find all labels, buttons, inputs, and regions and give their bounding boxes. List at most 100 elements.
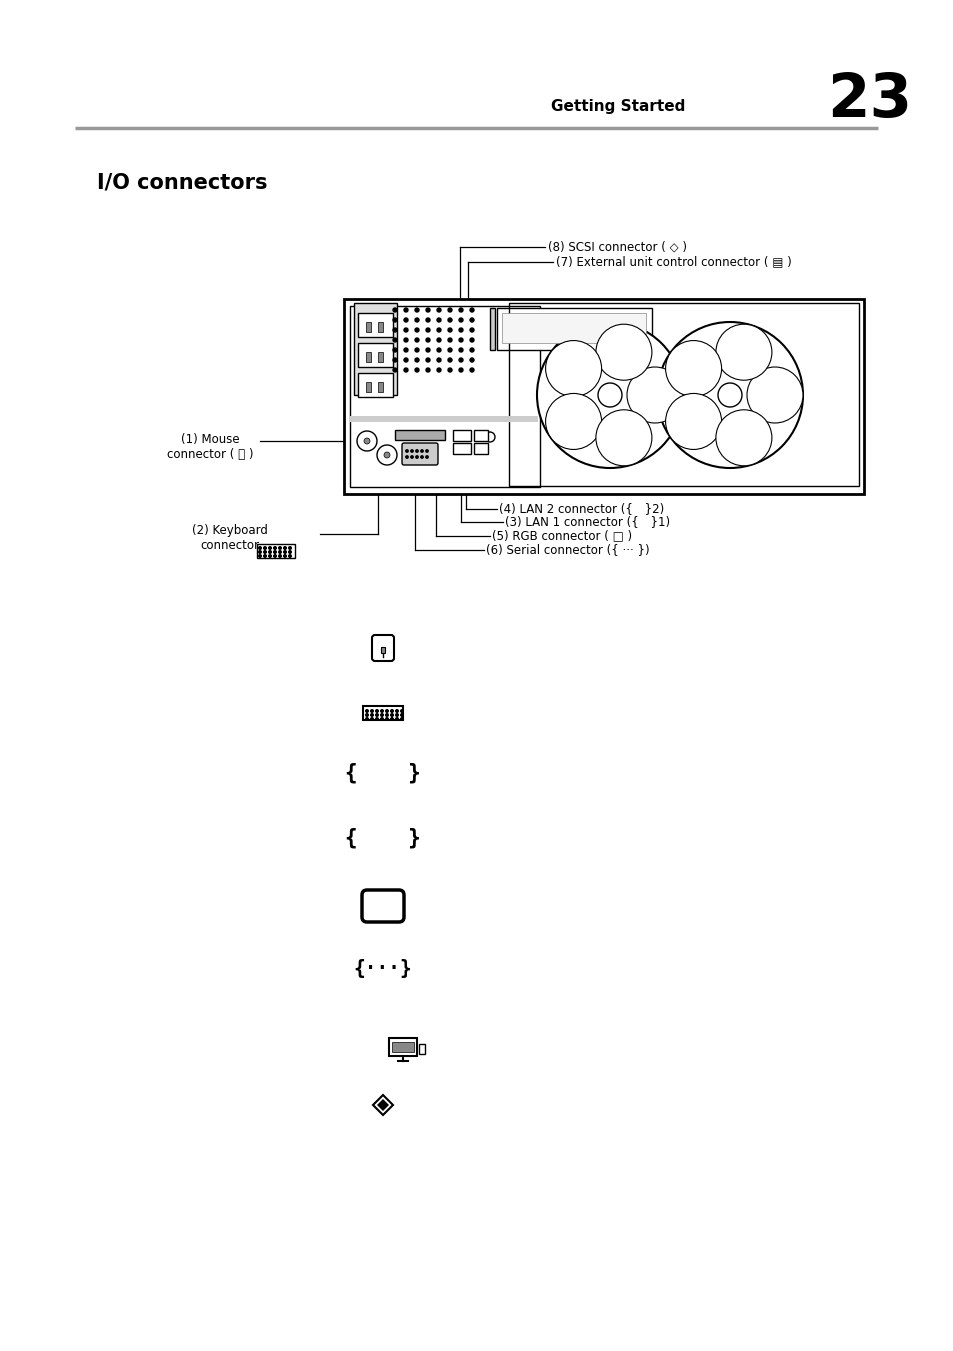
Circle shape <box>365 713 368 716</box>
Circle shape <box>385 709 388 712</box>
Bar <box>350 416 537 422</box>
Circle shape <box>415 338 418 342</box>
Circle shape <box>411 455 413 458</box>
Bar <box>392 1042 414 1052</box>
Circle shape <box>426 358 430 362</box>
Circle shape <box>263 555 266 558</box>
Circle shape <box>415 358 418 362</box>
Text: (7) External unit control connector ( ▤ ): (7) External unit control connector ( ▤ … <box>556 255 791 269</box>
Circle shape <box>448 317 452 322</box>
Polygon shape <box>376 1098 389 1111</box>
Text: (5) RGB connector ( □ ): (5) RGB connector ( □ ) <box>492 530 632 543</box>
Circle shape <box>415 317 418 322</box>
Circle shape <box>289 551 291 554</box>
Circle shape <box>545 340 601 397</box>
Circle shape <box>391 713 393 716</box>
Bar <box>490 308 495 350</box>
Circle shape <box>269 547 271 550</box>
Circle shape <box>365 717 368 720</box>
Text: (6) Serial connector ({ ··· }): (6) Serial connector ({ ··· }) <box>485 543 649 557</box>
Circle shape <box>458 308 462 312</box>
Circle shape <box>403 308 408 312</box>
Circle shape <box>371 717 373 720</box>
Circle shape <box>470 367 474 372</box>
Circle shape <box>393 338 396 342</box>
Circle shape <box>380 713 383 716</box>
Circle shape <box>403 317 408 322</box>
Circle shape <box>403 328 408 332</box>
Circle shape <box>448 308 452 312</box>
Text: (1) Mouse
connector ( Ⓜ ): (1) Mouse connector ( Ⓜ ) <box>167 434 253 461</box>
Circle shape <box>448 349 452 353</box>
Circle shape <box>448 338 452 342</box>
Circle shape <box>470 338 474 342</box>
Circle shape <box>403 358 408 362</box>
Circle shape <box>263 547 266 550</box>
Bar <box>474 443 488 454</box>
Circle shape <box>436 317 440 322</box>
Circle shape <box>470 328 474 332</box>
Bar <box>380 647 385 653</box>
Circle shape <box>274 551 276 554</box>
Circle shape <box>289 547 291 550</box>
Text: (8) SCSI connector ( ◇ ): (8) SCSI connector ( ◇ ) <box>547 240 686 254</box>
Circle shape <box>393 367 396 372</box>
Circle shape <box>274 555 276 558</box>
Circle shape <box>283 551 286 554</box>
Circle shape <box>436 349 440 353</box>
Circle shape <box>715 324 771 380</box>
Circle shape <box>537 322 682 467</box>
Circle shape <box>426 338 430 342</box>
Bar <box>389 1038 416 1056</box>
Circle shape <box>375 709 378 712</box>
Text: {···}: {···} <box>354 958 412 978</box>
Circle shape <box>596 409 651 466</box>
Circle shape <box>278 547 281 550</box>
Circle shape <box>470 358 474 362</box>
Bar <box>256 544 294 558</box>
Circle shape <box>411 450 413 453</box>
Text: (4) LAN 2 connector ({ }2): (4) LAN 2 connector ({ }2) <box>498 503 663 516</box>
Circle shape <box>258 555 261 558</box>
Circle shape <box>375 717 378 720</box>
Circle shape <box>448 358 452 362</box>
Circle shape <box>448 328 452 332</box>
Circle shape <box>403 338 408 342</box>
Bar <box>366 322 371 332</box>
Bar <box>395 430 444 440</box>
Circle shape <box>665 393 720 450</box>
Circle shape <box>436 328 440 332</box>
FancyBboxPatch shape <box>372 635 394 661</box>
Circle shape <box>448 367 452 372</box>
Circle shape <box>426 308 430 312</box>
Polygon shape <box>373 1096 393 1115</box>
Circle shape <box>470 308 474 312</box>
Circle shape <box>657 322 802 467</box>
Bar <box>453 443 471 454</box>
Bar <box>474 430 488 440</box>
Circle shape <box>375 713 378 716</box>
Circle shape <box>278 551 281 554</box>
Circle shape <box>470 349 474 353</box>
Circle shape <box>380 709 383 712</box>
Circle shape <box>258 547 261 550</box>
Circle shape <box>426 349 430 353</box>
Bar <box>377 382 382 392</box>
Circle shape <box>376 444 396 465</box>
Circle shape <box>380 717 383 720</box>
FancyBboxPatch shape <box>361 890 403 921</box>
Circle shape <box>426 328 430 332</box>
Bar <box>363 707 402 720</box>
Circle shape <box>596 324 651 380</box>
Bar <box>366 382 371 392</box>
Text: {    }: { } <box>345 763 420 784</box>
Circle shape <box>718 382 741 407</box>
Circle shape <box>400 709 403 712</box>
Circle shape <box>356 431 376 451</box>
Circle shape <box>458 349 462 353</box>
Circle shape <box>283 555 286 558</box>
Circle shape <box>274 547 276 550</box>
Text: (3) LAN 1 connector ({ }1): (3) LAN 1 connector ({ }1) <box>504 516 669 528</box>
Bar <box>501 313 645 343</box>
Circle shape <box>426 317 430 322</box>
